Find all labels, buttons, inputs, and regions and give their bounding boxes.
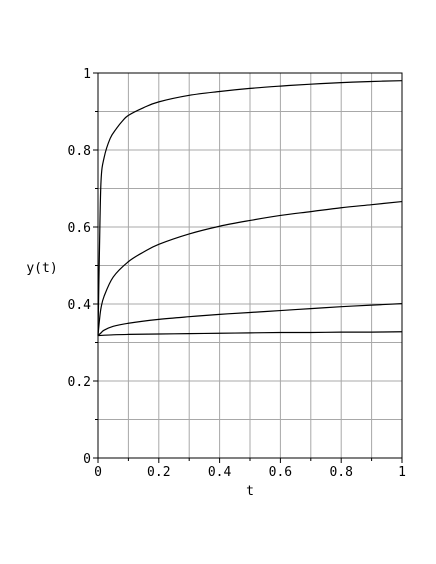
axis-ticks: 0 0.2 0.4 0.6 0.8 1 0 0.2 0.4 0.6 0.8 1 [68, 67, 406, 480]
y-tick-label: 0.8 [68, 144, 91, 159]
series-line-4 [97, 331, 403, 337]
series-line-1 [97, 80, 403, 336]
series-group [97, 80, 403, 337]
x-tick-label: 0 [94, 465, 102, 480]
grid [98, 73, 402, 458]
x-tick-label: 0.4 [208, 465, 232, 480]
y-tick-label: 0.6 [68, 221, 91, 236]
x-tick-label: 0.2 [147, 465, 170, 480]
series-line-3 [97, 303, 403, 337]
y-tick-label: 0.2 [68, 375, 91, 390]
x-tick-label: 1 [398, 465, 406, 480]
y-tick-label: 0 [83, 452, 91, 467]
y-tick-label: 1 [83, 67, 91, 82]
y-tick-label: 0.4 [68, 298, 92, 313]
y-axis-label: y(t) [26, 261, 57, 276]
x-tick-label: 0.8 [329, 465, 352, 480]
x-tick-label: 0.6 [269, 465, 292, 480]
series-line-2 [97, 200, 403, 336]
x-axis-label: t [246, 484, 254, 499]
